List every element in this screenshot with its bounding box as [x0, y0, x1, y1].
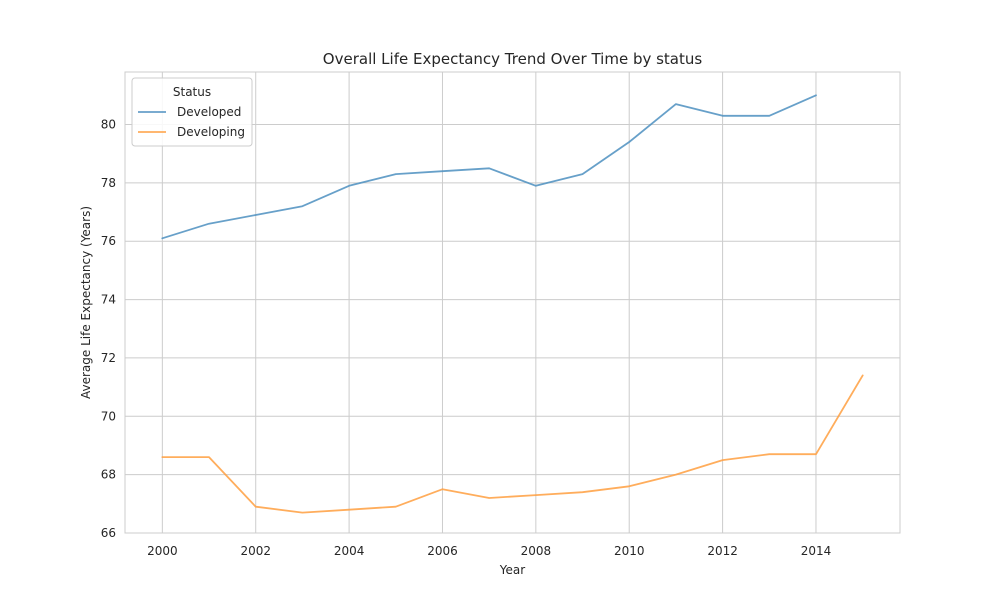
x-tick-label: 2000	[147, 544, 178, 558]
y-tick-label: 80	[101, 118, 116, 132]
x-tick-label: 2006	[427, 544, 458, 558]
y-tick-label: 70	[101, 409, 116, 423]
x-tick-label: 2002	[240, 544, 271, 558]
x-tick-label: 2014	[801, 544, 832, 558]
y-tick-label: 68	[101, 468, 116, 482]
legend-label-developed: Developed	[177, 105, 241, 119]
legend-label-developing: Developing	[177, 125, 245, 139]
x-axis-label: Year	[499, 563, 525, 577]
chart-title: Overall Life Expectancy Trend Over Time …	[323, 50, 703, 68]
legend-box	[131, 77, 253, 147]
y-tick-label: 78	[101, 176, 116, 190]
y-tick-label: 72	[101, 351, 116, 365]
series-line-developed	[161, 94, 817, 240]
tick-labels: 2000 2002 2004 2006 2008 2010 2012 2014 66 68 70 72…	[101, 118, 832, 558]
x-tick-label: 2010	[614, 544, 645, 558]
legend: Status Developed Developing	[131, 77, 253, 147]
x-tick-label: 2012	[707, 544, 738, 558]
series	[161, 94, 864, 514]
y-tick-label: 74	[101, 293, 116, 307]
plot-frame	[124, 71, 901, 534]
y-tick-label: 76	[101, 234, 116, 248]
y-tick-label: 66	[101, 526, 116, 540]
legend-title: Status	[173, 85, 211, 99]
x-tick-label: 2008	[521, 544, 552, 558]
y-axis-label: Average Life Expectancy (Years)	[79, 206, 93, 399]
series-line-developing	[161, 374, 864, 514]
x-tick-label: 2004	[334, 544, 365, 558]
